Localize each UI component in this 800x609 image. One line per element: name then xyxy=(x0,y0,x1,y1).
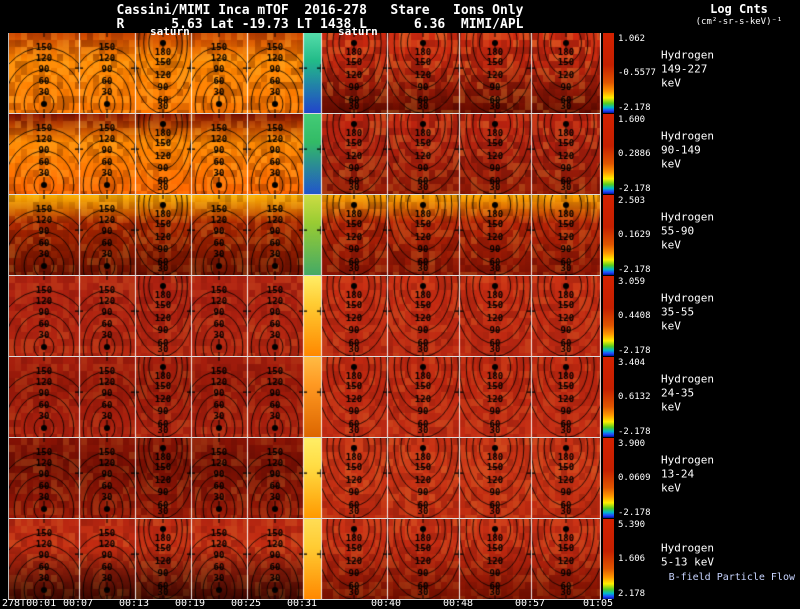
time-tick-label: 00:07 xyxy=(62,598,94,609)
colorbar-mid-value: 1.606 xyxy=(618,554,646,564)
colorbar-max-value: 2.503 xyxy=(618,196,646,206)
spectrogram-row-3: 2.503 0.1629 -2.178 Hydrogen 55-90 keV xyxy=(9,195,714,276)
colorbar-min-value: -2.178 xyxy=(618,508,651,518)
time-tick-label: 00:40 xyxy=(370,598,402,609)
species-label: Hydrogen xyxy=(661,291,714,305)
energy-channel-label: Hydrogen 90-149 keV xyxy=(661,129,714,172)
bfield-particle-flow-note: B-field Particle Flow xyxy=(668,572,795,583)
heatmap-panel-5 xyxy=(9,357,601,437)
species-label: Hydrogen xyxy=(661,210,714,224)
species-label: Hydrogen xyxy=(661,48,714,62)
time-tick-label: 00:57 xyxy=(514,598,546,609)
energy-channel-label: Hydrogen 13-24 keV xyxy=(661,453,714,496)
time-tick-label: 00:19 xyxy=(174,598,206,609)
spectrogram-row-2: 1.600 0.2886 -2.178 Hydrogen 90-149 keV xyxy=(9,114,714,195)
spectrogram-row-6: 3.900 0.0609 -2.178 Hydrogen 13-24 keV xyxy=(9,438,714,519)
energy-channel-label: Hydrogen 35-55 keV xyxy=(661,291,714,334)
colorbar-min-value: -2.178 xyxy=(618,427,651,437)
species-label: Hydrogen xyxy=(661,541,714,555)
time-tick-label: 01:05 xyxy=(582,598,614,609)
plot-subtitle: R 5.63 Lat -19.73 LT 1438 L 6.36 MIMI/AP… xyxy=(116,17,524,32)
time-tick-label: 278T00:01 xyxy=(2,598,57,609)
colorbar-mid-value: 0.6132 xyxy=(618,392,651,402)
colorbar-mid-value: 0.2886 xyxy=(618,149,651,159)
energy-range-label: 90-149 keV xyxy=(661,143,701,171)
species-label: Hydrogen xyxy=(661,129,714,143)
colorbar-5 xyxy=(603,357,614,437)
colorbar-mid-value: -0.5577 xyxy=(618,68,656,78)
time-tick-label: 00:25 xyxy=(230,598,262,609)
species-label: Hydrogen xyxy=(661,453,714,467)
plot-title: Cassini/MIMI Inca mTOF 2016-278 Stare Io… xyxy=(116,3,524,18)
colorbar-max-value: 1.600 xyxy=(618,115,646,125)
colorbar-mid-value: 0.0609 xyxy=(618,473,651,483)
colorbar-max-value: 3.404 xyxy=(618,358,646,368)
colorbar-min-value: -2.178 xyxy=(618,103,651,113)
energy-range-label: 13-24 keV xyxy=(661,467,695,495)
time-tick-label: 00:13 xyxy=(118,598,150,609)
heatmap-panel-7 xyxy=(9,519,601,599)
colorbar-mid-value: 0.4408 xyxy=(618,311,651,321)
colorbar-min-value: -2.178 xyxy=(618,346,651,356)
heatmap-panel-3 xyxy=(9,195,601,275)
colorbar-4 xyxy=(603,276,614,356)
time-tick-label: 00:31 xyxy=(286,598,318,609)
energy-channel-label: Hydrogen 55-90 keV xyxy=(661,210,714,253)
energy-range-label: 5-13 keV xyxy=(661,555,714,569)
saturn-label-2: saturn xyxy=(338,25,378,38)
energy-channel-label: Hydrogen 24-35 keV xyxy=(661,372,714,415)
panel-stack: 1.062 -0.5577 -2.178 Hydrogen 149-227 keV 1.6… xyxy=(8,33,800,600)
spectrogram-row-4: 3.059 0.4408 -2.178 Hydrogen 35-55 keV xyxy=(9,276,714,357)
colorbar-min-value: 2.178 xyxy=(618,589,646,599)
colorbar-max-value: 5.390 xyxy=(618,520,646,530)
spectrogram-row-7: 5.390 1.606 2.178 Hydrogen 5-13 keV xyxy=(9,519,714,600)
time-axis: 278T00:01 00:07 00:13 00:19 00:25 00:31 00:40 0… xyxy=(0,598,800,609)
species-label: Hydrogen xyxy=(661,372,714,386)
heatmap-panel-2 xyxy=(9,114,601,194)
energy-channel-label: Hydrogen 5-13 keV xyxy=(661,542,714,571)
colorbar-min-value: -2.178 xyxy=(618,265,651,275)
energy-range-label: 35-55 keV xyxy=(661,305,695,333)
colorbar-max-value: 1.062 xyxy=(618,34,646,44)
colorbar-mid-value: 0.1629 xyxy=(618,230,651,240)
colorbar-min-value: -2.178 xyxy=(618,184,651,194)
legend-title: Log Cnts xyxy=(710,2,768,16)
saturn-label-1: saturn xyxy=(150,25,190,38)
colorbar-2 xyxy=(603,114,614,194)
energy-range-label: 149-227 keV xyxy=(661,62,708,90)
colorbar-6 xyxy=(603,438,614,518)
time-tick-label: 00:48 xyxy=(442,598,474,609)
energy-channel-label: Hydrogen 149-227 keV xyxy=(661,48,714,91)
colorbar-7 xyxy=(603,519,614,599)
energy-range-label: 24-35 keV xyxy=(661,386,695,414)
legend-units: (cm²-sr-s-keV)⁻¹ xyxy=(695,17,783,27)
colorbar-max-value: 3.059 xyxy=(618,277,646,287)
heatmap-panel-6 xyxy=(9,438,601,518)
spectrogram-row-5: 3.404 0.6132 -2.178 Hydrogen 24-35 keV xyxy=(9,357,714,438)
heatmap-panel-1 xyxy=(9,33,601,113)
spectrogram-row-1: 1.062 -0.5577 -2.178 Hydrogen 149-227 keV xyxy=(9,33,714,114)
colorbar-legend: Log Cnts (cm²-sr-s-keV)⁻¹ xyxy=(681,2,797,27)
energy-range-label: 55-90 keV xyxy=(661,224,695,252)
colorbar-max-value: 3.900 xyxy=(618,439,646,449)
colorbar-1 xyxy=(603,33,614,113)
heatmap-panel-4 xyxy=(9,276,601,356)
colorbar-3 xyxy=(603,195,614,275)
